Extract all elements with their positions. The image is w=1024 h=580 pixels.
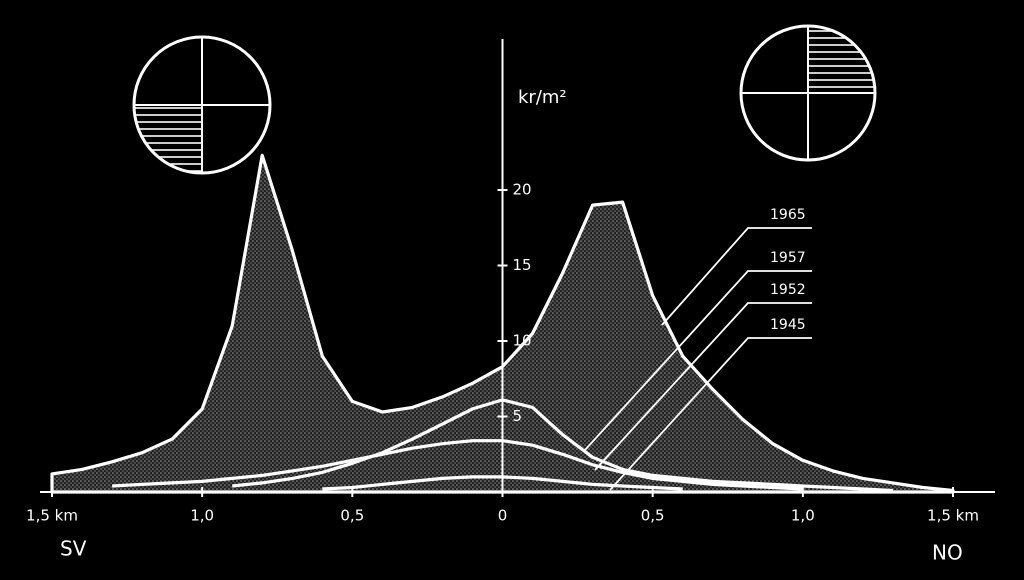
series-label: 1957 bbox=[770, 250, 806, 266]
y-tick-label: 15 bbox=[513, 256, 532, 274]
leader-line bbox=[584, 270, 812, 451]
leader-line bbox=[594, 302, 812, 471]
annotation: NO bbox=[932, 541, 963, 565]
x-tick-label: 1,0 bbox=[190, 507, 214, 525]
line bbox=[232, 398, 893, 493]
x-tick-label: 0,5 bbox=[340, 507, 364, 525]
orientation-circle-left bbox=[132, 35, 272, 175]
x-tick-label: 0,5 bbox=[641, 507, 665, 525]
orientation-circle-right bbox=[739, 24, 877, 162]
x-tick-label: 1,5 km bbox=[26, 507, 78, 525]
y-tick-label: 20 bbox=[513, 181, 532, 199]
line bbox=[112, 439, 803, 491]
series-label: 1952 bbox=[770, 282, 806, 298]
y-tick-label: 10 bbox=[513, 332, 532, 350]
y-axis-label: kr/m² bbox=[518, 87, 567, 108]
x-tick-label: 0 bbox=[498, 507, 508, 525]
leader-line bbox=[609, 337, 812, 491]
annotation: SV bbox=[60, 537, 87, 561]
series-label: 1965 bbox=[770, 207, 806, 223]
x-tick-label: 1,5 km bbox=[927, 507, 979, 525]
area bbox=[50, 153, 955, 494]
x-tick-label: 1,0 bbox=[791, 507, 815, 525]
y-tick-label: 5 bbox=[513, 407, 523, 425]
series-label: 1945 bbox=[770, 317, 806, 333]
leader-line bbox=[661, 227, 812, 326]
